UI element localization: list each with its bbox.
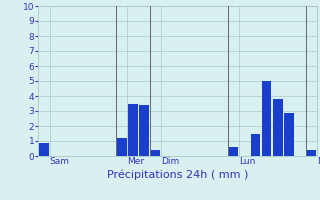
Bar	[140, 105, 149, 156]
Bar	[307, 150, 316, 156]
Bar	[151, 150, 160, 156]
Bar	[128, 104, 138, 156]
Bar	[273, 99, 283, 156]
Bar	[251, 134, 260, 156]
Bar	[284, 112, 294, 156]
Bar	[117, 138, 127, 156]
Bar	[228, 147, 238, 156]
Bar	[262, 81, 271, 156]
Bar	[39, 142, 49, 156]
X-axis label: Précipitations 24h ( mm ): Précipitations 24h ( mm )	[107, 169, 248, 180]
